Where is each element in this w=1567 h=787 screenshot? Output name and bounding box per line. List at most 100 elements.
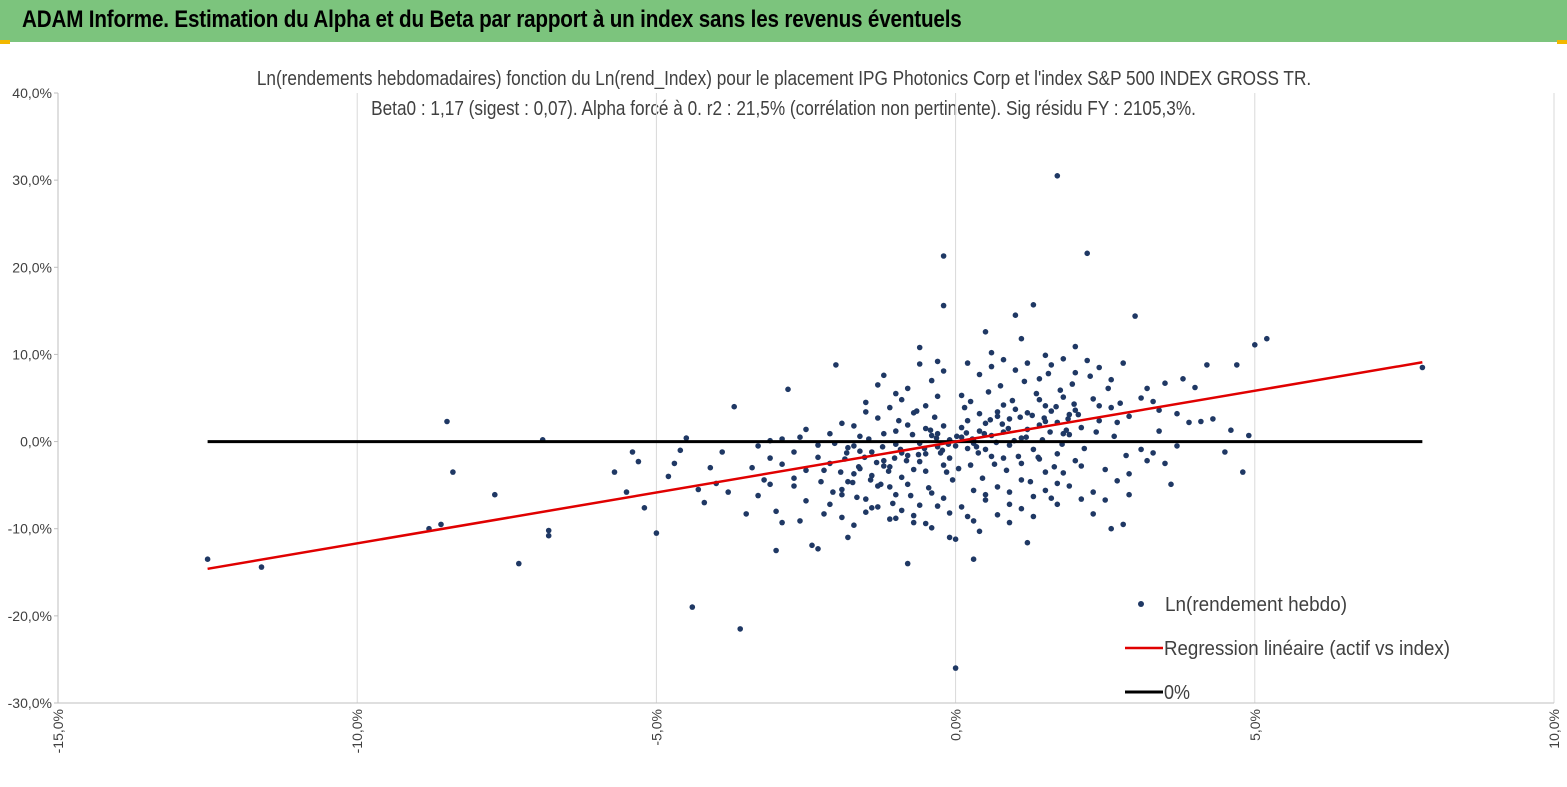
data-point	[885, 468, 892, 475]
data-point	[767, 455, 773, 461]
data-point	[976, 410, 983, 417]
data-point	[1192, 384, 1198, 391]
data-point	[940, 253, 947, 259]
data-point	[1072, 369, 1079, 376]
data-point	[1027, 478, 1034, 485]
data-point	[1069, 381, 1076, 387]
data-point	[1078, 463, 1085, 469]
data-point	[815, 546, 821, 552]
data-point	[1240, 469, 1246, 475]
y-tick-label: 30,0%	[12, 172, 52, 188]
data-point	[887, 404, 893, 411]
data-point	[1120, 360, 1126, 366]
data-point	[867, 477, 874, 483]
data-point	[904, 385, 911, 392]
data-point	[949, 477, 956, 483]
data-point	[1174, 410, 1180, 417]
legend: Ln(rendement hebdo) Regression linéaire (…	[1125, 594, 1450, 704]
data-point	[845, 478, 851, 485]
data-point	[1168, 481, 1174, 488]
data-point	[887, 484, 893, 490]
data-point	[1126, 413, 1132, 420]
data-point	[940, 368, 947, 374]
data-point	[890, 500, 896, 507]
data-point	[755, 443, 761, 449]
data-point	[985, 389, 992, 395]
data-point	[851, 522, 857, 528]
data-point	[922, 520, 929, 527]
x-tick-labels: -15,0% -10,0% -5,0% 0,0% 5,0% 10,0%	[50, 709, 1562, 753]
data-point	[827, 430, 833, 437]
data-point	[893, 515, 899, 522]
corner-accent-left	[0, 40, 10, 44]
data-point	[653, 530, 660, 536]
data-point	[869, 449, 875, 455]
data-point	[893, 428, 899, 434]
data-point	[677, 447, 684, 454]
data-point	[839, 514, 845, 521]
data-point	[1090, 489, 1096, 495]
data-point	[623, 489, 630, 495]
data-point	[928, 525, 935, 531]
data-point	[934, 430, 941, 437]
data-point	[1096, 417, 1102, 424]
data-point	[1071, 401, 1077, 407]
data-point	[837, 469, 844, 475]
data-point	[797, 434, 803, 441]
data-point	[1006, 501, 1013, 508]
legend-label: 0%	[1164, 682, 1190, 704]
data-point	[994, 512, 1001, 518]
data-point	[204, 556, 211, 562]
corner-accent-right	[1557, 40, 1567, 44]
data-point	[1006, 416, 1013, 422]
data-point	[641, 505, 648, 511]
y-tick-label: -20,0%	[8, 608, 52, 624]
data-point	[1018, 460, 1025, 467]
data-point	[1030, 302, 1037, 308]
data-point	[857, 433, 863, 440]
data-point	[1138, 446, 1144, 453]
data-point	[1035, 454, 1041, 461]
data-point	[1018, 505, 1025, 512]
data-point	[1186, 419, 1192, 426]
data-point	[1108, 404, 1114, 411]
data-point	[1041, 415, 1047, 421]
data-point	[999, 421, 1006, 427]
data-point	[743, 511, 749, 517]
data-point	[1065, 416, 1071, 422]
y-tick-label: 40,0%	[12, 85, 52, 101]
data-point	[910, 512, 917, 519]
data-point	[873, 459, 880, 466]
data-point	[1030, 513, 1037, 520]
data-point	[916, 361, 923, 367]
data-point	[1047, 429, 1053, 435]
x-tick-label: -5,0%	[648, 709, 664, 746]
data-point	[898, 396, 905, 403]
data-point	[958, 392, 965, 399]
data-point	[725, 489, 731, 495]
data-point	[904, 560, 911, 567]
data-point	[933, 435, 940, 441]
data-point	[854, 494, 860, 501]
data-point	[1006, 442, 1013, 448]
data-point	[1084, 250, 1090, 257]
data-point	[1042, 352, 1049, 359]
data-point	[1144, 385, 1150, 392]
y-tick-label: 20,0%	[12, 259, 52, 275]
data-point	[958, 424, 965, 431]
data-point	[1042, 487, 1049, 494]
data-point	[737, 626, 743, 632]
data-point	[964, 445, 971, 452]
data-point	[707, 464, 714, 471]
data-point	[1234, 362, 1240, 368]
data-point	[982, 497, 989, 503]
data-point	[1045, 370, 1052, 377]
data-point	[1048, 408, 1055, 414]
data-point	[1023, 434, 1029, 441]
data-point	[958, 504, 965, 510]
data-point	[1114, 478, 1120, 484]
data-point	[1015, 453, 1022, 460]
data-point	[749, 464, 755, 471]
report-banner: ADAM Informe. Estimation du Alpha et du …	[0, 0, 1567, 42]
